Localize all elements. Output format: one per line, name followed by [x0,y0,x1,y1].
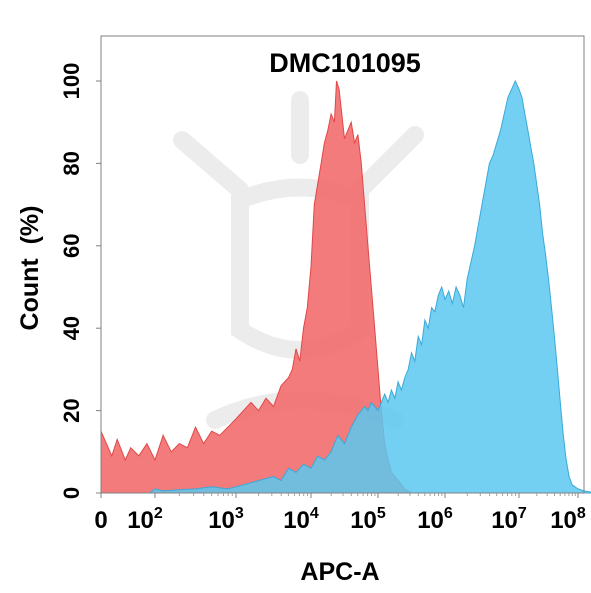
y-axis: 0 20 40 60 80 100 [59,63,101,499]
x-tick-label: 106 [417,505,453,534]
chart-title: DMC101095 [269,48,421,78]
y-axis-title: Count (%) [16,206,44,331]
series-area-2 [148,79,591,494]
x-tick-label: 103 [208,505,244,534]
x-axis: 0 102 103 104 105 106 107 108 [94,493,586,534]
y-tick-label: 20 [59,398,84,422]
x-tick-label: 105 [350,505,386,534]
x-tick-label: 102 [127,505,163,534]
y-tick-label: 0 [59,487,84,499]
x-tick-label: 104 [283,505,319,534]
y-tick-label: 80 [59,151,84,175]
y-tick-label: 40 [59,316,84,340]
x-tick-label: 108 [550,505,586,534]
x-axis-title: APC-A [300,558,379,586]
y-tick-label: 60 [59,234,84,258]
x-tick-label: 107 [491,505,527,534]
y-tick-label: 100 [59,63,84,100]
series-area-1 [100,80,414,494]
x-tick-label: 0 [94,507,107,534]
series-layer [100,79,591,494]
